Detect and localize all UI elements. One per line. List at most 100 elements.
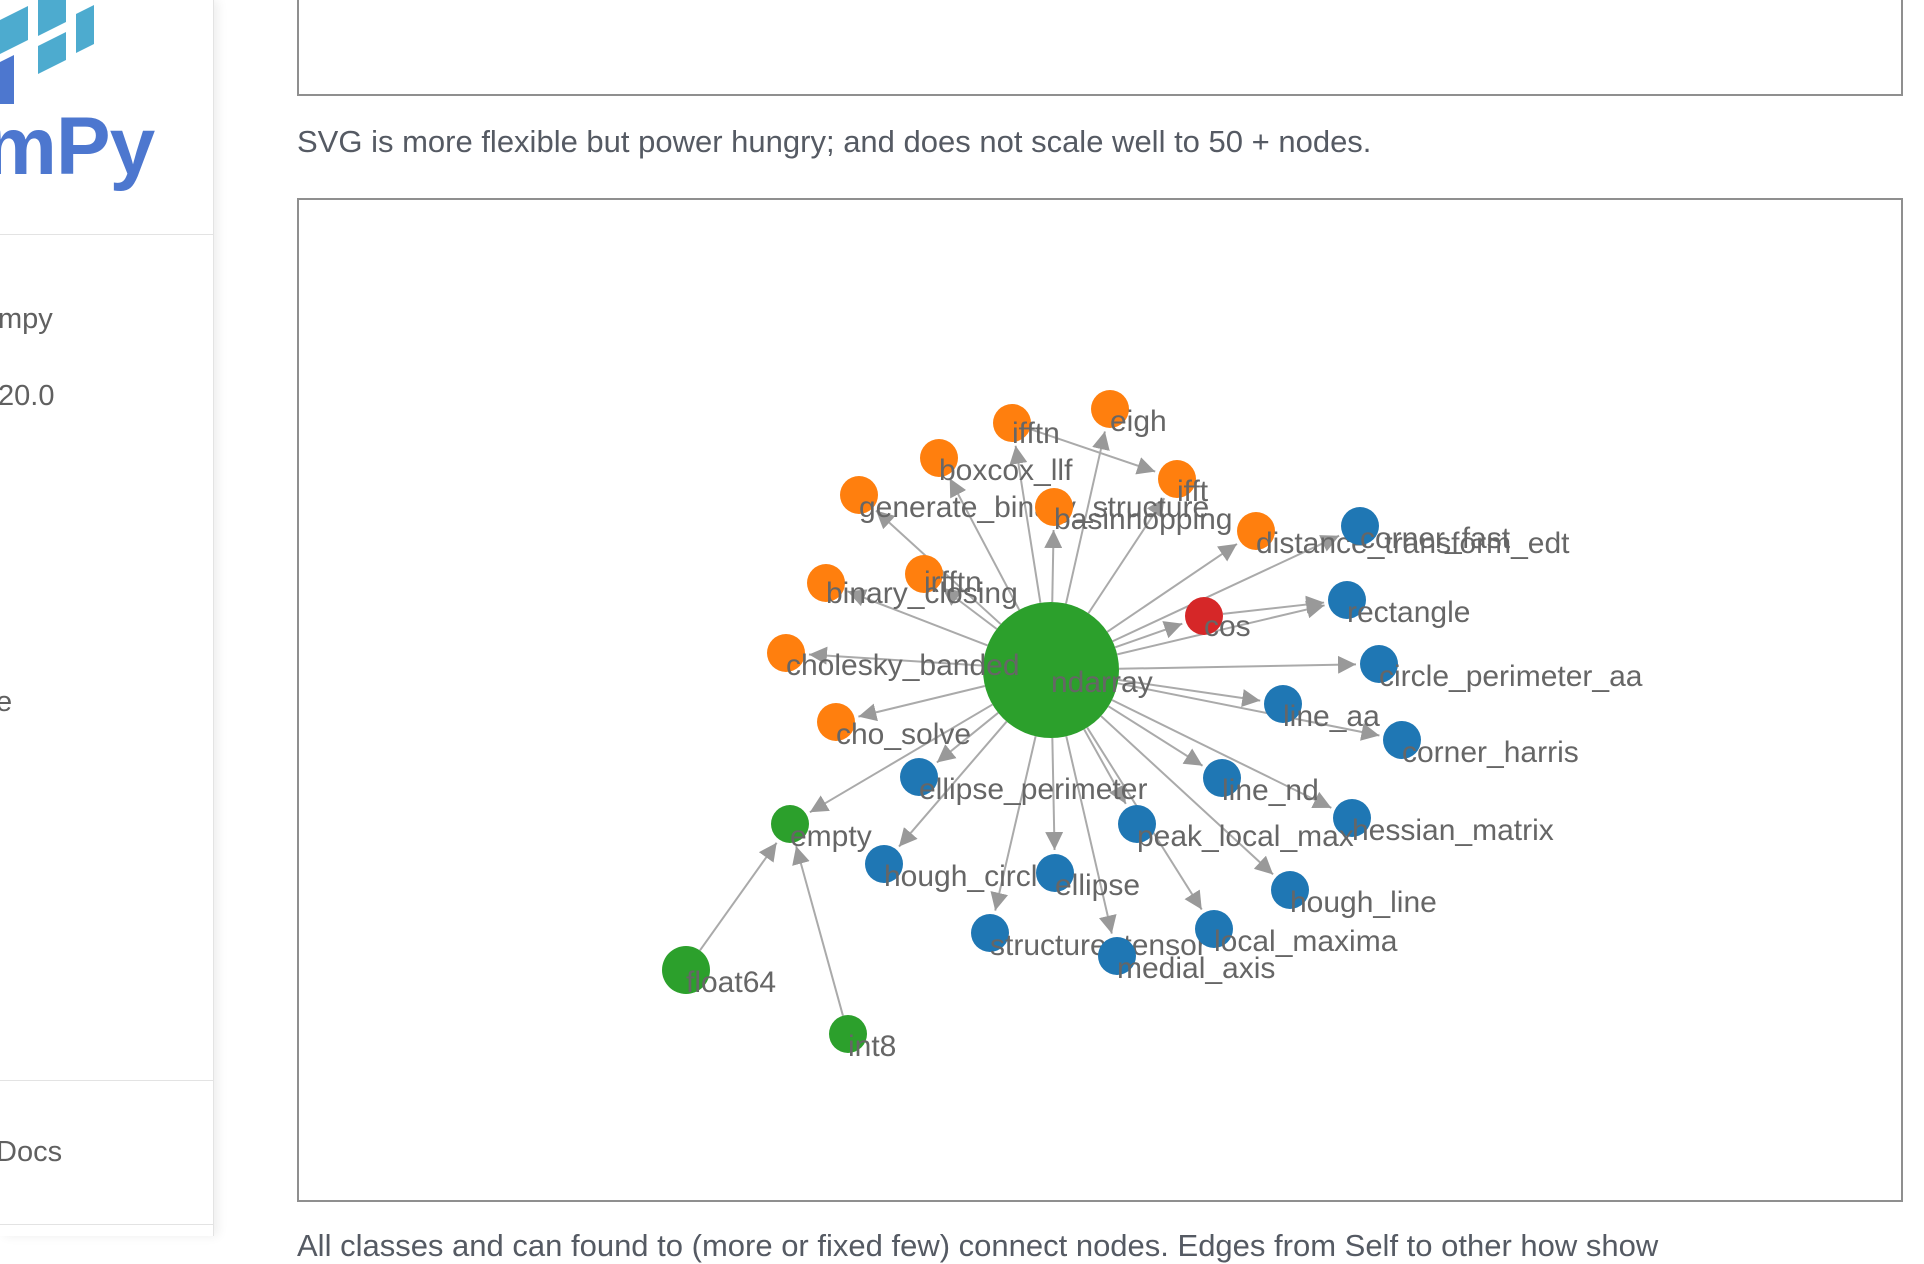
sidebar-item-partial[interactable]: e [0,686,12,719]
graph-node-basinhopping[interactable]: basinhopping [1035,488,1233,536]
graph-edge [990,736,1037,911]
graph-node-circle[interactable] [1341,507,1379,545]
graph-node-label: ellipse [1055,869,1140,902]
graph-node-label: line_aa [1283,700,1380,733]
sidebar-item-version[interactable]: 20.0 [0,380,55,412]
graph-node-circle[interactable] [1158,460,1196,498]
graph-node-irfftn[interactable]: irfftn [905,555,982,599]
graph-node-circle[interactable] [771,805,809,843]
graph-node-rectangle[interactable]: rectangle [1328,581,1470,629]
numpy-logo-icon[interactable] [0,0,100,115]
graph-node-ifft[interactable]: ifft [1158,460,1209,508]
graph-node-circle[interactable] [1118,805,1156,843]
graph-edge [847,589,988,647]
bottom-description-text: All classes and can found to (more or fi… [297,1228,1659,1263]
graph-edge [1106,543,1238,633]
graph-node-circle[interactable] [920,439,958,477]
graph-node-binary-closing[interactable]: binary_closing [807,564,1018,610]
graph-edge [808,646,984,667]
graph-node-circle[interactable] [817,703,855,741]
graph-node-label: cholesky_banded [786,649,1020,682]
graph-edge [1107,705,1204,767]
graph-node-circle[interactable] [767,634,805,672]
graph-node-circle[interactable] [1185,597,1223,635]
graph-node-label: generate_binary_structure [859,491,1209,524]
graph-edge [936,712,999,764]
graph-node-circle-perimeter-aa[interactable]: circle_perimeter_aa [1360,645,1643,693]
graph-node-int8[interactable]: int8 [829,1015,896,1063]
graph-node-circle[interactable] [1264,685,1302,723]
graph-node-empty[interactable]: empty [771,805,872,853]
graph-node-eigh[interactable]: eigh [1091,390,1167,438]
graph-node-circle[interactable] [829,1015,867,1053]
graph-node-circle[interactable] [865,845,903,883]
graph-edge [1222,595,1325,615]
graph-node-circle[interactable] [1360,645,1398,683]
graph-edge [1116,600,1325,656]
graph-edge [1009,445,1042,603]
graph-node-circle[interactable] [1237,512,1275,550]
graph-edge [1114,621,1183,649]
graph-node-boxcox-llf[interactable]: boxcox_llf [920,439,1073,487]
graph-node-ellipse-perimeter[interactable]: ellipse_perimeter [900,758,1147,806]
graph-edge [1118,678,1261,707]
graph-node-local-maxima[interactable]: local_maxima [1195,910,1398,958]
graph-node-float64[interactable]: float64 [662,946,776,999]
graph-edge [809,703,993,814]
graph-node-circle[interactable] [1098,937,1136,975]
dependency-graph[interactable]: ndarray ifftn eigh boxcox_llf ifftgenerate_b… [299,200,1903,1202]
graph-node-generate-binary-structure[interactable]: generate_binary_structure [840,476,1209,524]
graph-node-circle[interactable] [983,602,1119,738]
graph-edge [1117,682,1380,741]
graph-node-line-aa[interactable]: line_aa [1264,685,1380,733]
graph-node-label: hough_line [1290,886,1437,919]
graph-node-ellipse[interactable]: ellipse [1036,854,1140,902]
graph-node-circle[interactable] [1035,488,1073,526]
graph-node-cholesky-banded[interactable]: cholesky_banded [767,634,1020,682]
graph-node-circle[interactable] [1328,581,1366,619]
graph-edge [1029,428,1156,475]
graph-node-circle[interactable] [1195,910,1233,948]
graph-node-distance-transform-edt[interactable]: distance_transform_edt [1237,512,1570,560]
graph-node-circle[interactable] [662,946,710,994]
sidebar-divider [0,1224,213,1225]
graph-node-label: cho_solve [836,718,971,751]
graph-node-ifftn[interactable]: ifftn [993,404,1060,450]
sidebar-item-project[interactable]: mpy [0,303,53,335]
logo-text: mPy [0,101,155,192]
graph-node-circle[interactable] [1383,721,1421,759]
sidebar-item-docs[interactable]: Docs [0,1136,63,1168]
graph-node-cho-solve[interactable]: cho_solve [817,703,971,751]
graph-node-circle[interactable] [1091,390,1129,428]
graph-node-hough-line[interactable]: hough_line [1271,871,1437,919]
graph-node-cos[interactable]: cos [1185,597,1251,643]
graph-node-circle[interactable] [993,404,1031,442]
graph-node-corner-harris[interactable]: corner_harris [1383,721,1579,769]
graph-node-hough-circle[interactable]: hough_circle [865,845,1054,893]
graph-node-ndarray[interactable]: ndarray [983,602,1153,738]
graph-edge [898,720,1008,848]
graph-node-label: empty [790,820,872,853]
graph-node-corner-fast[interactable]: corner_fast [1341,507,1511,555]
canvas-graph-frame[interactable] [297,0,1903,96]
graph-node-circle[interactable] [900,758,938,796]
graph-edge [1083,728,1127,805]
graph-node-circle[interactable] [1333,799,1371,837]
graph-node-peak-local-max[interactable]: peak_local_max [1118,805,1354,853]
graph-node-line-nd[interactable]: line_nd [1203,759,1319,807]
main-content: SVG is more flexible but power hungry; a… [213,0,1924,1263]
graph-node-circle[interactable] [971,914,1009,952]
graph-node-circle[interactable] [840,476,878,514]
graph-node-circle[interactable] [1036,854,1074,892]
graph-node-hessian-matrix[interactable]: hessian_matrix [1333,799,1554,847]
svg-description-text: SVG is more flexible but power hungry; a… [297,124,1372,159]
graph-node-label: circle_perimeter_aa [1379,660,1643,693]
graph-node-medial-axis[interactable]: medial_axis [1098,937,1275,985]
graph-edge [858,685,986,722]
graph-node-circle[interactable] [1203,759,1241,797]
graph-node-circle[interactable] [1271,871,1309,909]
graph-node-circle[interactable] [905,555,943,593]
graph-node-label: float64 [686,966,776,999]
svg-graph-frame[interactable]: ndarray ifftn eigh boxcox_llf ifft generate_b… [297,198,1903,1202]
graph-node-circle[interactable] [807,564,845,602]
